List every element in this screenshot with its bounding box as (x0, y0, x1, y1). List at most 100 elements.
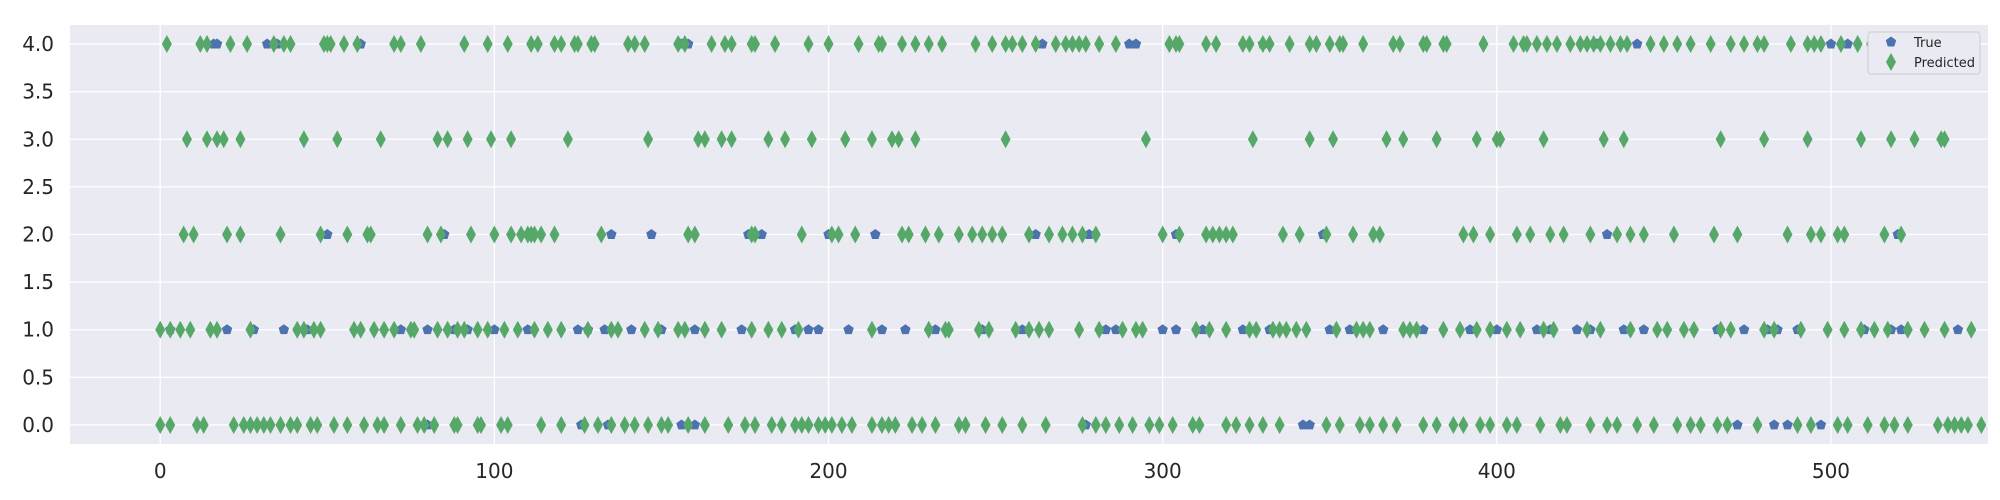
predicted-point (1211, 35, 1222, 54)
predicted-point (1267, 320, 1278, 339)
predicted-point (1485, 415, 1496, 434)
predicted-point (917, 415, 928, 434)
predicted-point (1388, 35, 1399, 54)
predicted-point (1792, 415, 1803, 434)
predicted-point (706, 35, 717, 54)
predicted-point (462, 130, 473, 149)
predicted-point (506, 225, 517, 244)
predicted-point (375, 130, 386, 149)
predicted-point (619, 415, 630, 434)
predicted-point (1438, 320, 1449, 339)
true-point (1631, 38, 1643, 49)
true-point (676, 419, 687, 430)
true-point (1377, 324, 1389, 335)
predicted-point (1458, 415, 1469, 434)
predicted-point (191, 415, 202, 434)
predicted-point (876, 415, 887, 434)
predicted-point (532, 35, 543, 54)
predicted-point (836, 415, 847, 434)
predicted-point (1264, 35, 1275, 54)
predicted-point (1909, 130, 1920, 149)
predicted-point (823, 35, 834, 54)
predicted-point (1538, 320, 1549, 339)
predicted-point (415, 35, 426, 54)
predicted-point (1759, 35, 1770, 54)
predicted-point (275, 225, 286, 244)
predicted-point (1625, 320, 1636, 339)
predicted-point (596, 225, 607, 244)
predicted-point (195, 35, 206, 54)
predicted-point (1030, 35, 1041, 54)
predicted-point (1291, 320, 1302, 339)
predicted-point (372, 415, 383, 434)
true-point (1618, 324, 1630, 335)
y-tick-label: 4.0 (22, 32, 54, 56)
true-point (489, 324, 500, 335)
predicted-point (506, 130, 517, 149)
predicted-point (813, 415, 824, 434)
true-point (1638, 324, 1650, 335)
predicted-point (1077, 225, 1088, 244)
predicted-point (910, 35, 921, 54)
predicted-point (562, 130, 573, 149)
predicted-point (1328, 130, 1339, 149)
predicted-point (379, 415, 390, 434)
predicted-point (1678, 320, 1689, 339)
predicted-point (1902, 320, 1913, 339)
predicted-point (1174, 35, 1185, 54)
predicted-point (1351, 320, 1362, 339)
true-point (278, 324, 290, 335)
true-point (1157, 324, 1168, 335)
predicted-point (161, 35, 172, 54)
predicted-point (1194, 415, 1205, 434)
predicted-point (1214, 225, 1225, 244)
true-point (1825, 38, 1837, 49)
true-point (522, 324, 534, 335)
predicted-point (1545, 225, 1556, 244)
predicted-point (1595, 35, 1606, 54)
predicted-point (820, 415, 831, 434)
predicted-point (750, 35, 760, 54)
predicted-point (1521, 35, 1532, 54)
predicted-point (1511, 415, 1522, 434)
y-tick-label: 1.0 (22, 318, 54, 342)
predicted-point (1725, 35, 1736, 54)
predicted-point (770, 35, 781, 54)
predicted-point (1074, 320, 1085, 339)
predicted-point (866, 130, 877, 149)
predicted-point (238, 415, 249, 434)
true-point (1297, 419, 1309, 430)
predicted-point (1398, 320, 1409, 339)
predicted-point (1334, 415, 1345, 434)
predicted-point (352, 35, 363, 54)
predicted-point (1752, 415, 1763, 434)
predicted-point (1164, 35, 1175, 54)
true-point (1324, 324, 1335, 335)
predicted-point (1294, 225, 1305, 244)
predicted-point (359, 415, 370, 434)
predicted-point (1431, 415, 1442, 434)
x-axis: 0 100 200 300 400 500 (154, 459, 1850, 483)
true-point (599, 324, 610, 335)
predicted-point (339, 35, 349, 54)
predicted-point (1127, 415, 1138, 434)
predicted-point (1000, 35, 1011, 54)
predicted-point (1625, 225, 1636, 244)
predicted-point (308, 320, 319, 339)
predicted-point (1455, 320, 1466, 339)
predicted-point (1942, 415, 1953, 434)
predicted-point (1074, 35, 1085, 54)
predicted-point (1471, 320, 1482, 339)
predicted-point (1575, 35, 1586, 54)
predicted-point (419, 415, 430, 434)
predicted-point (806, 130, 817, 149)
predicted-point (252, 415, 263, 434)
predicted-point (325, 35, 336, 54)
predicted-point (472, 320, 483, 339)
predicted-point (185, 320, 196, 339)
y-tick-label: 3.0 (22, 127, 54, 151)
predicted-point (1077, 415, 1088, 434)
predicted-point (1338, 35, 1349, 54)
predicted-point (1067, 35, 1078, 54)
predicted-point (833, 225, 844, 244)
